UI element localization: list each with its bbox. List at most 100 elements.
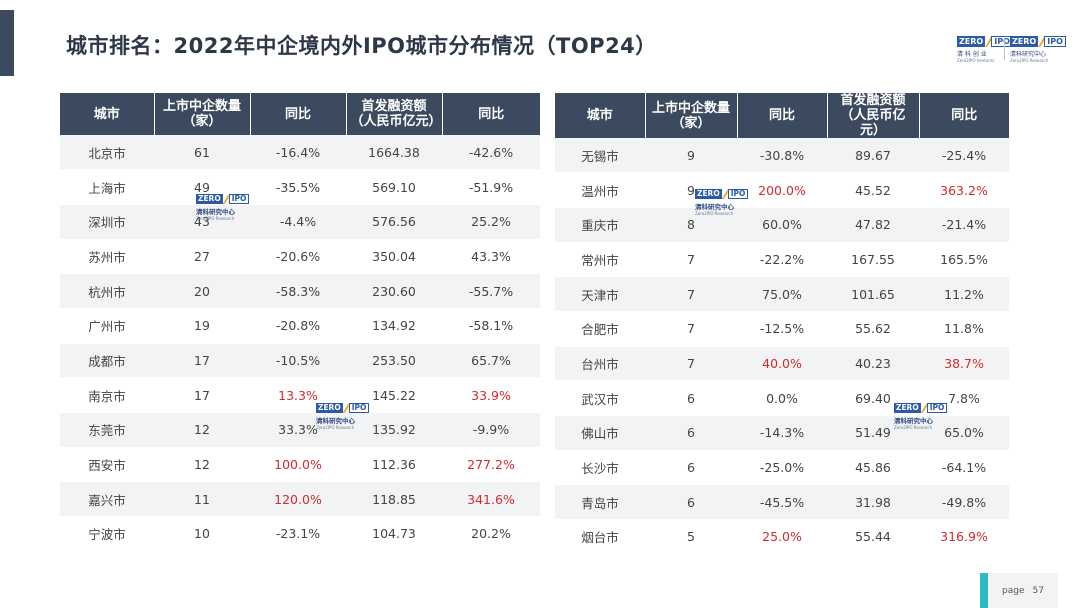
cell-listed-count: 11 (154, 481, 250, 518)
cell-count-yoy: -30.8% (737, 138, 827, 174)
table-row: 广州市 19 -20.8% 134.92 -58.1% (60, 308, 540, 344)
cell-funding-yoy: 20.2% (442, 516, 540, 552)
cell-listed-count: 7 (645, 311, 737, 347)
cell-city: 天津市 (555, 276, 645, 312)
cell-city: 苏州市 (60, 239, 154, 275)
cell-funding-yoy: -55.7% (442, 273, 540, 309)
table-row: 武汉市 6 0.0% 69.40 7.8% (555, 380, 1009, 416)
swoosh-icon (920, 403, 927, 413)
cell-count-yoy: -35.5% (250, 169, 346, 205)
cell-ipo-funding: 51.49 (827, 415, 919, 451)
cell-listed-count: 8 (645, 207, 737, 243)
cell-listed-count: 6 (645, 484, 737, 521)
table-row: 天津市 7 75.0% 101.65 11.2% (555, 276, 1009, 312)
cell-city: 南京市 (60, 377, 154, 413)
cell-ipo-funding: 118.85 (346, 481, 442, 518)
cell-listed-count: 12 (154, 447, 250, 483)
cell-ipo-funding: 576.56 (346, 204, 442, 240)
table-row: 北京市 61 -16.4% 1664.38 -42.6% (60, 135, 540, 171)
table-body-right: 无锡市 9 -30.8% 89.67 -25.4% 温州市 9 200.0% 45.52 363.… (555, 138, 1009, 555)
table-row: 青岛市 6 -45.5% 31.98 -49.8% (555, 484, 1009, 521)
cell-listed-count: 10 (154, 516, 250, 552)
cell-ipo-funding: 569.10 (346, 169, 442, 205)
page-title: 城市排名：2022年中企境内外IPO城市分布情况（TOP24） (66, 34, 657, 58)
cell-ipo-funding: 45.52 (827, 172, 919, 208)
cell-funding-yoy: -49.8% (919, 484, 1009, 521)
cell-funding-yoy: -25.4% (919, 138, 1009, 174)
watermark-logo: ZERO IPO 清科研究中心 Zero2IPO Research (695, 189, 749, 216)
cell-count-yoy: -4.4% (250, 204, 346, 240)
cell-count-yoy: -16.4% (250, 135, 346, 171)
table-row: 嘉兴市 11 120.0% 118.85 341.6% (60, 481, 540, 518)
cell-city: 上海市 (60, 169, 154, 205)
cell-ipo-funding: 134.92 (346, 308, 442, 344)
table-row: 长沙市 6 -25.0% 45.86 -64.1% (555, 450, 1009, 486)
cell-funding-yoy: 7.8% (919, 380, 1009, 416)
cell-city: 青岛市 (555, 484, 645, 521)
cell-city: 烟台市 (555, 519, 645, 555)
table-row: 合肥市 7 -12.5% 55.62 11.8% (555, 311, 1009, 347)
watermark-name-en: Zero2IPO Research (316, 425, 355, 430)
title-accent-bar (0, 10, 14, 76)
header-ipo-funding: 首发融资额（人民币亿元） (826, 93, 919, 138)
cell-count-yoy: 60.0% (737, 207, 827, 243)
cell-count-yoy: 0.0% (737, 380, 827, 416)
header-listed-count: 上市中企数量（家） (153, 93, 250, 135)
cell-city: 合肥市 (555, 311, 645, 347)
watermark-name-cn: 清科研究中心 (196, 208, 235, 216)
swoosh-icon (342, 403, 349, 413)
cell-ipo-funding: 31.98 (827, 484, 919, 521)
cell-count-yoy: -20.8% (250, 308, 346, 344)
table-row: 宁波市 10 -23.1% 104.73 20.2% (60, 516, 540, 552)
cell-city: 无锡市 (555, 138, 645, 174)
watermark-name-en: Zero2IPO Research (695, 211, 734, 216)
cell-ipo-funding: 230.60 (346, 273, 442, 309)
cell-ipo-funding: 350.04 (346, 239, 442, 275)
brand-name-en: Zero2IPO Ventures (957, 58, 995, 63)
cell-count-yoy: 75.0% (737, 276, 827, 312)
swoosh-icon (222, 194, 229, 204)
city-ranking-table-right: 城市 上市中企数量（家） 同比 首发融资额（人民币亿元） 同比 无锡市 9 -30.… (555, 93, 1009, 555)
cell-listed-count: 7 (645, 346, 737, 382)
table-row: 杭州市 20 -58.3% 230.60 -55.7% (60, 273, 540, 309)
cell-count-yoy: -25.0% (737, 450, 827, 486)
table-row: 东莞市 12 33.3% 135.92 -9.9% (60, 412, 540, 448)
cell-city: 佛山市 (555, 415, 645, 451)
table-row: 深圳市 43 -4.4% 576.56 25.2% (60, 204, 540, 240)
cell-ipo-funding: 101.65 (827, 276, 919, 312)
cell-count-yoy: -20.6% (250, 239, 346, 275)
cell-ipo-funding: 1664.38 (346, 135, 442, 171)
logo-zero-text: ZERO (1010, 36, 1039, 47)
cell-ipo-funding: 40.23 (827, 346, 919, 382)
table-body-left: 北京市 61 -16.4% 1664.38 -42.6% 上海市 49 -35.5% 569.1… (60, 135, 540, 552)
cell-count-yoy: -12.5% (737, 311, 827, 347)
cell-city: 常州市 (555, 242, 645, 278)
cell-listed-count: 6 (645, 380, 737, 416)
cell-count-yoy: -14.3% (737, 415, 827, 451)
logo-ipo-text: IPO (1044, 36, 1066, 47)
logo-ipo-text: IPO (727, 189, 749, 199)
cell-ipo-funding: 45.86 (827, 450, 919, 486)
brand-logo-ventures: ZERO IPO 清 科 创 业 Zero2IPO Ventures (957, 36, 1013, 63)
cell-listed-count: 6 (645, 450, 737, 486)
brand-name-cn: 清 科 创 业 (957, 51, 987, 58)
cell-count-yoy: -10.5% (250, 343, 346, 379)
page-number-accent (980, 573, 988, 608)
logo-zero-text: ZERO (196, 194, 223, 204)
cell-city: 嘉兴市 (60, 481, 154, 518)
cell-ipo-funding: 104.73 (346, 516, 442, 552)
watermark-name-cn: 清科研究中心 (695, 203, 734, 211)
header-city: 城市 (555, 93, 645, 138)
cell-ipo-funding: 55.44 (827, 519, 919, 555)
header-funding-yoy: 同比 (441, 93, 540, 135)
table-row: 南京市 17 13.3% 145.22 33.9% (60, 377, 540, 413)
cell-funding-yoy: 43.3% (442, 239, 540, 275)
cell-funding-yoy: 65.7% (442, 343, 540, 379)
table-row: 成都市 17 -10.5% 253.50 65.7% (60, 343, 540, 379)
brand-name-en: Zero2IPO Research (1010, 58, 1049, 63)
brand-logo-research: ZERO IPO 清科研究中心 Zero2IPO Research (1010, 36, 1066, 63)
watermark-name-en: Zero2IPO Research (196, 216, 235, 221)
swoosh-icon (1038, 36, 1045, 47)
cell-listed-count: 7 (645, 276, 737, 312)
cell-funding-yoy: -21.4% (919, 207, 1009, 243)
